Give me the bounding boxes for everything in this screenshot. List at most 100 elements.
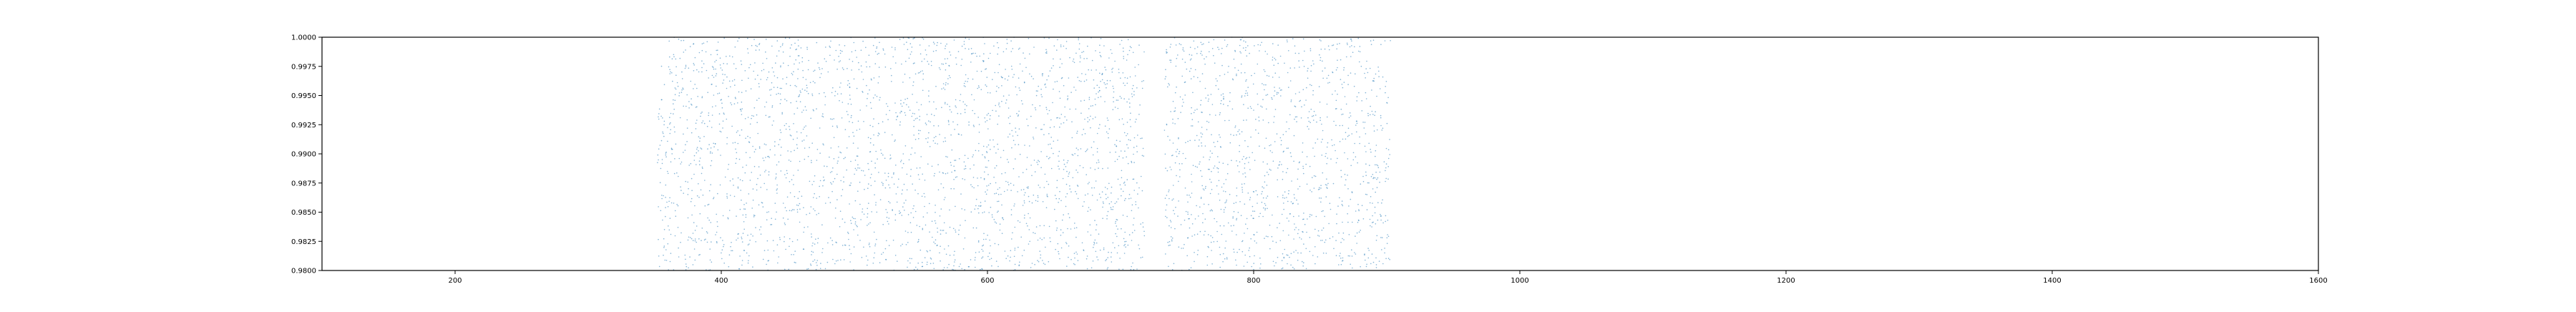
data-point [1053,45,1055,47]
data-point [1365,193,1367,195]
data-point [1200,42,1202,44]
data-point [1174,92,1176,94]
data-point [1007,181,1009,183]
data-point [747,244,749,246]
data-point [1246,92,1248,94]
data-point [678,39,680,40]
data-point [1002,150,1005,152]
data-point [905,244,907,245]
data-point [1286,218,1288,219]
data-point [867,259,869,261]
data-point [984,171,985,173]
data-point [894,47,896,49]
data-point [1204,187,1206,189]
data-point [894,139,896,141]
data-point [987,92,989,94]
data-point [1249,247,1250,249]
data-point [1094,239,1096,241]
data-point [1219,225,1221,227]
data-point [680,186,681,188]
data-point [1010,214,1013,215]
data-point [1337,67,1338,69]
data-point [1127,39,1129,41]
data-point [769,157,770,158]
data-point [1133,137,1136,139]
data-point [867,225,868,226]
data-point [884,157,886,159]
data-point [863,213,865,215]
x-tick-label: 400 [714,277,728,285]
data-point [788,268,789,270]
data-point [1288,234,1289,236]
data-point [999,106,1000,107]
data-point [1283,203,1284,204]
data-point [1217,47,1219,48]
data-point [1033,47,1035,48]
data-point [930,61,932,62]
data-point [1190,78,1192,79]
data-point [1176,155,1178,157]
data-point [937,244,938,246]
data-point [743,250,745,251]
data-point [1001,204,1002,206]
data-point [1281,268,1283,270]
data-point [1272,77,1274,78]
data-point [1090,127,1091,129]
data-point [1037,200,1039,203]
data-point [972,156,973,157]
data-point [1302,231,1304,233]
data-point [1244,49,1246,52]
data-point [1178,200,1179,202]
data-point [1083,51,1085,52]
data-point [999,187,1000,189]
data-point [1220,208,1222,210]
data-point [782,51,784,53]
data-point [1098,127,1100,130]
data-point [703,239,706,241]
data-point [1241,183,1243,185]
data-point [1189,195,1190,196]
data-point [1033,160,1035,161]
data-point [953,188,955,190]
data-point [663,238,665,240]
data-point [1365,133,1367,135]
data-point [1045,87,1047,88]
data-point [1277,62,1279,64]
data-point [768,174,770,176]
data-point [908,57,910,59]
data-point [899,213,900,215]
data-point [1281,213,1283,215]
data-point [1174,162,1176,164]
data-point [803,140,805,141]
data-point [794,42,796,44]
data-point [791,210,792,212]
data-point [733,79,736,81]
data-point [796,209,799,210]
data-point [1272,43,1274,44]
data-point [797,39,799,41]
data-point [1219,137,1221,138]
data-point [700,112,702,114]
data-point [1390,40,1391,42]
data-point [839,60,841,62]
data-point [849,185,851,186]
data-point [743,204,745,205]
data-point [773,120,774,122]
data-point [875,204,877,206]
data-point [1306,156,1308,157]
data-point [1326,187,1327,188]
data-point [839,99,840,102]
data-point [1065,243,1068,245]
x-tick-label: 1000 [1511,277,1528,285]
data-point [852,216,854,218]
data-point [1111,208,1112,210]
data-point [1122,190,1124,192]
data-point [814,82,816,84]
data-point [919,44,921,46]
data-point [1114,203,1116,205]
data-point [1190,58,1192,60]
data-point [1290,155,1292,157]
data-point [1186,68,1188,70]
data-point [739,109,741,110]
data-point [1335,125,1337,126]
